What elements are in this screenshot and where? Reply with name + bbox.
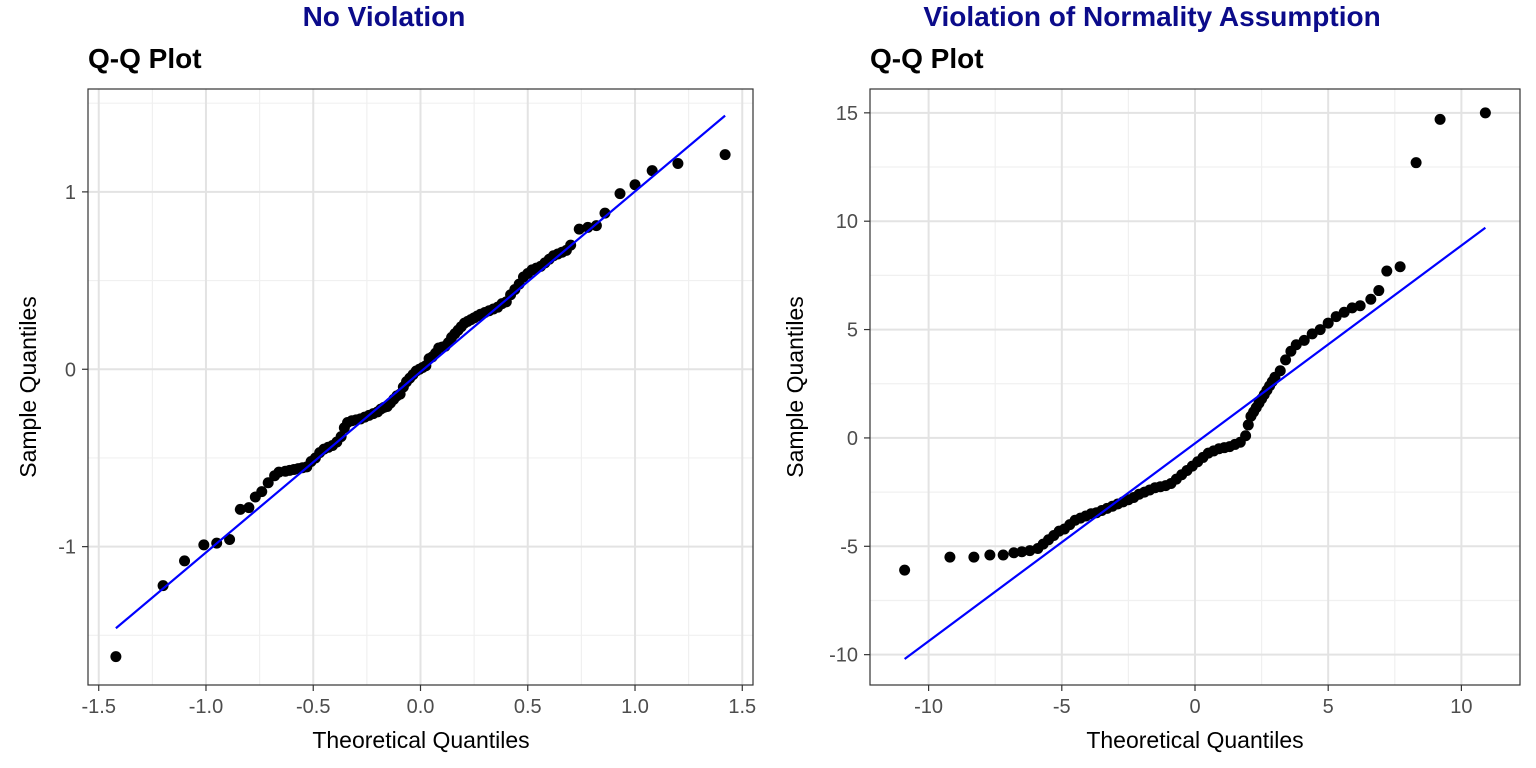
x-tick-label: 5: [1323, 696, 1334, 718]
data-point: [944, 551, 956, 563]
x-tick-label: 0.5: [514, 696, 542, 718]
data-point: [198, 539, 210, 551]
data-point: [1394, 261, 1406, 273]
data-point: [1322, 317, 1334, 329]
data-point: [1479, 107, 1491, 119]
x-tick-label: -1.5: [81, 696, 115, 718]
data-point: [179, 555, 191, 567]
data-point: [614, 188, 626, 200]
data-point: [1298, 334, 1310, 346]
data-point: [984, 549, 996, 561]
y-tick-label: 1: [65, 182, 76, 204]
data-point: [110, 651, 122, 663]
data-point: [1242, 419, 1254, 431]
panel-title: Q-Q Plot: [870, 43, 984, 74]
panel-no-violation: No Violation Q-Q Plot Theoretical Quanti…: [15, 1, 756, 753]
data-point: [899, 564, 911, 576]
x-tick-label: -0.5: [296, 696, 330, 718]
data-point: [719, 149, 731, 161]
data-point: [335, 431, 347, 443]
panel-title: Q-Q Plot: [88, 43, 202, 74]
data-point: [1410, 157, 1422, 169]
x-axis-label: Theoretical Quantiles: [312, 727, 529, 753]
y-tick-label: 10: [836, 211, 858, 233]
y-axis-label: Sample Quantiles: [782, 296, 808, 478]
y-tick-label: 15: [836, 103, 858, 125]
data-point: [1434, 113, 1446, 125]
data-point: [1314, 324, 1326, 336]
data-point: [1008, 547, 1020, 559]
panel-violation-normality: Violation of Normality Assumption Q-Q Pl…: [782, 1, 1521, 753]
x-axis-label: Theoretical Quantiles: [1086, 727, 1303, 753]
data-point: [1240, 430, 1252, 442]
x-tick-label: -10: [914, 696, 943, 718]
data-point: [1373, 285, 1385, 297]
x-tick-label: 10: [1450, 696, 1472, 718]
panel-banner: No Violation: [303, 1, 466, 32]
y-tick-label: -1: [58, 537, 76, 559]
data-point: [262, 477, 274, 489]
data-point: [1354, 300, 1366, 312]
x-tick-label: 1.0: [621, 696, 649, 718]
y-tick-label: 0: [847, 428, 858, 450]
y-tick-label: 0: [65, 359, 76, 381]
reference-line: [115, 114, 726, 630]
data-point: [256, 486, 268, 498]
reference-line: [903, 226, 1487, 660]
x-tick-label: 0.0: [407, 696, 435, 718]
panel-banner: Violation of Normality Assumption: [923, 1, 1380, 32]
x-tick-label: -5: [1053, 696, 1071, 718]
data-point: [1280, 354, 1292, 366]
data-point: [1365, 293, 1377, 305]
y-tick-label: 5: [847, 320, 858, 342]
data-point: [997, 549, 1009, 561]
data-point: [573, 223, 585, 235]
data-point: [157, 580, 169, 592]
y-axis-label: Sample Quantiles: [15, 296, 41, 478]
y-tick-label: -10: [829, 645, 858, 667]
data-point: [629, 179, 641, 191]
data-point: [672, 158, 684, 169]
data-point: [243, 502, 255, 514]
data-point: [234, 503, 246, 515]
data-point: [1274, 365, 1286, 377]
data-point: [1381, 265, 1393, 277]
data-point: [224, 534, 236, 546]
data-point: [968, 551, 980, 563]
y-tick-label: -5: [840, 536, 858, 558]
data-point: [1016, 546, 1028, 558]
x-tick-label: 1.5: [728, 696, 756, 718]
x-tick-label: 0: [1189, 696, 1200, 718]
data-point: [599, 207, 611, 219]
x-tick-label: -1.0: [189, 696, 223, 718]
